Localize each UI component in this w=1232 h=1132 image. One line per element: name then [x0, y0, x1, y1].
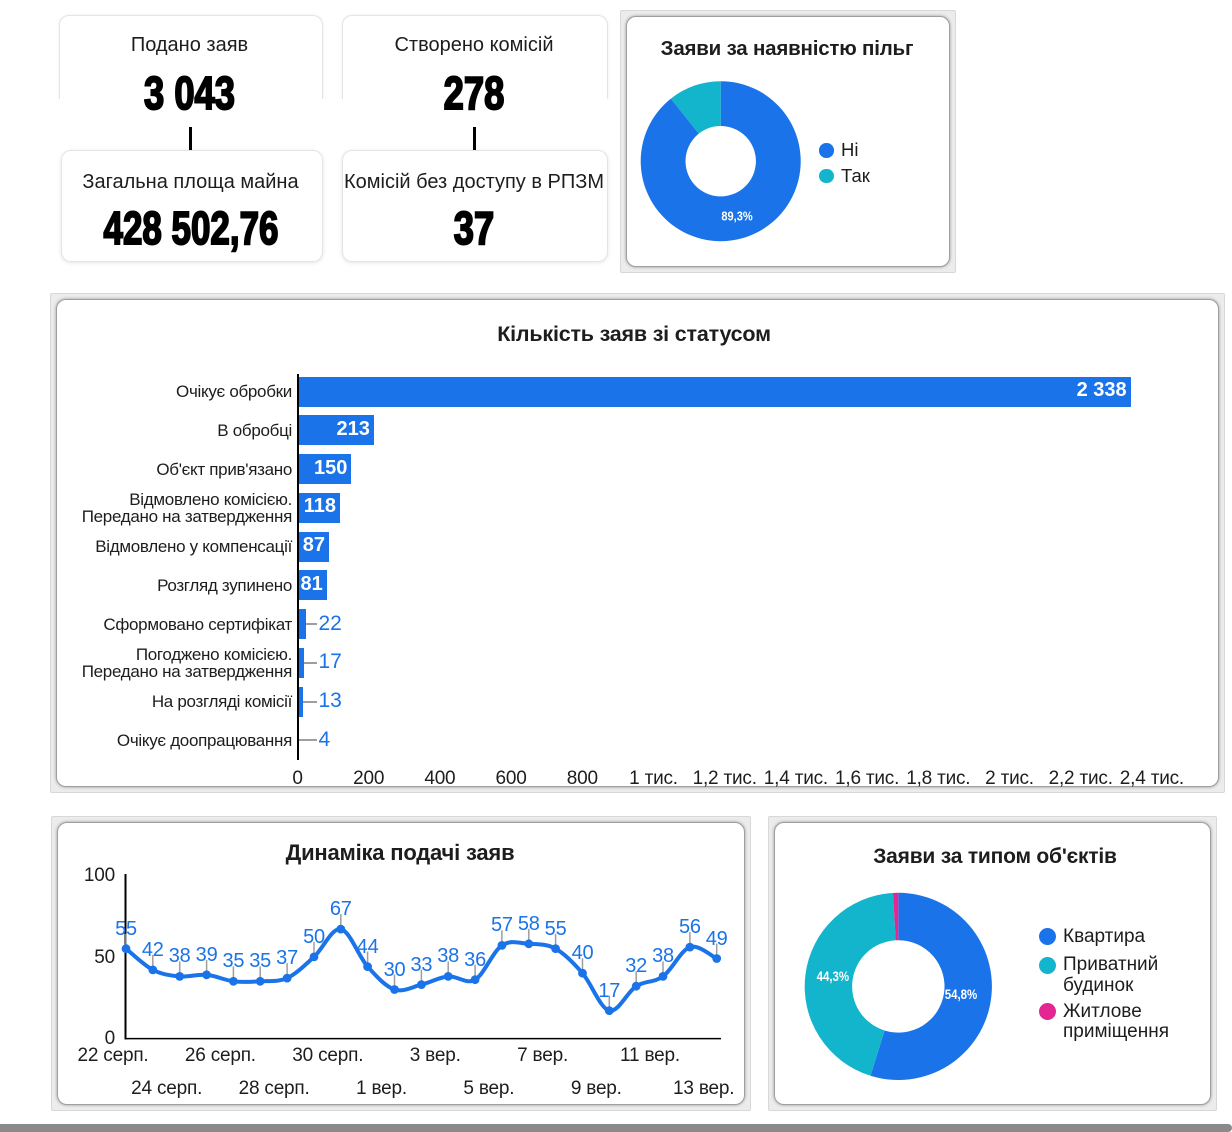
- svg-text:54,8%: 54,8%: [945, 987, 978, 1002]
- svg-text:44,3%: 44,3%: [817, 969, 850, 984]
- svg-text:89,3%: 89,3%: [721, 209, 753, 224]
